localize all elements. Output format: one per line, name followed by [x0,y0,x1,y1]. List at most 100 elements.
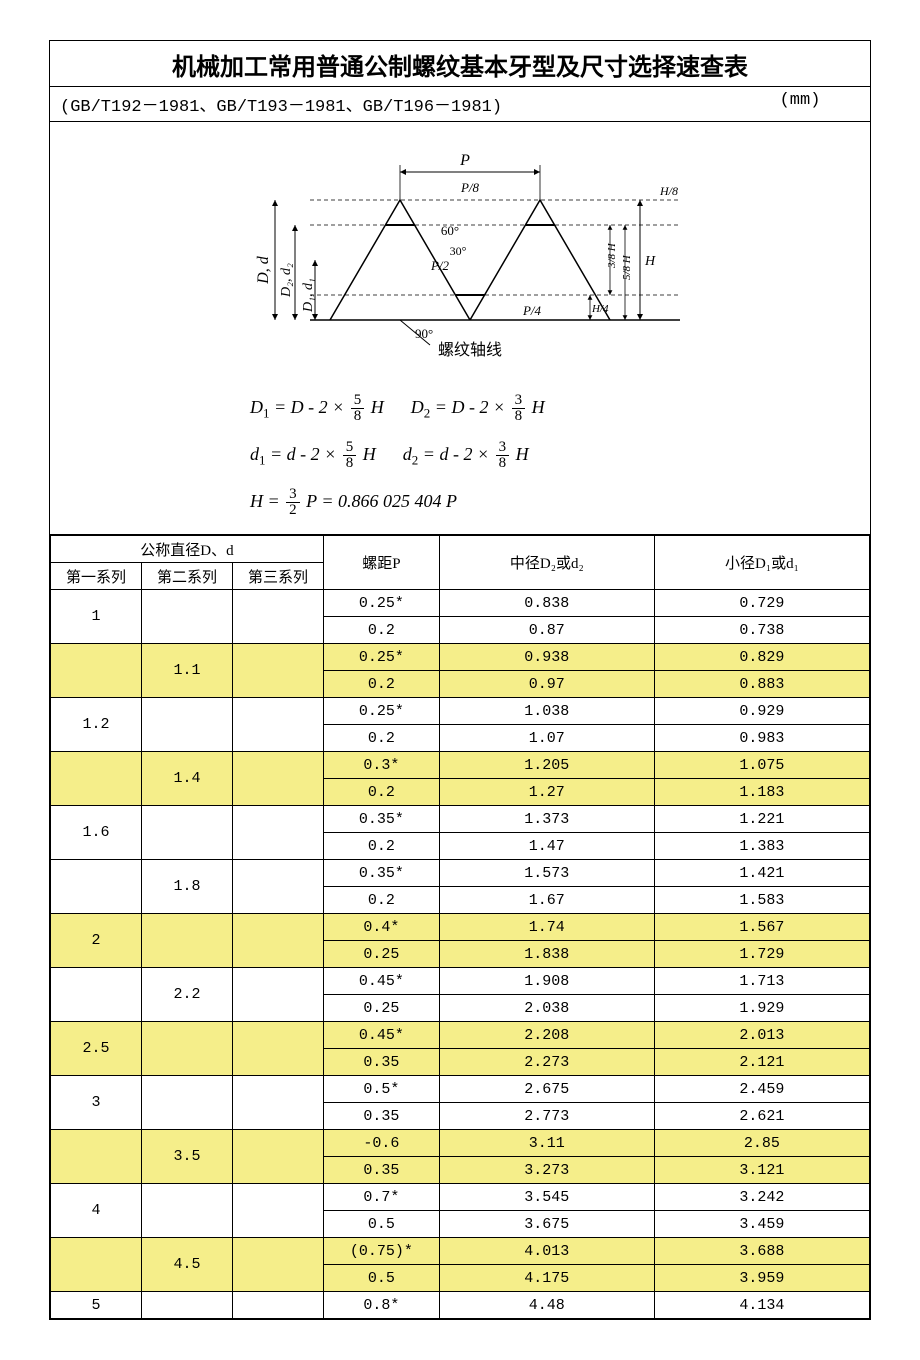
cell-s3 [232,968,323,1022]
cell-mid: 1.67 [439,887,654,914]
cell-s1 [51,1238,142,1292]
cell-mid: 0.938 [439,644,654,671]
cell-s2: 1.1 [141,644,232,698]
cell-pitch: 0.5 [323,1265,439,1292]
svg-text:D, d: D, d [255,255,272,285]
table-body: 10.25*0.8380.7290.20.870.7381.10.25*0.93… [51,590,870,1319]
svg-text:H/4: H/4 [591,303,609,315]
table-row: 2.50.45*2.2082.013 [51,1022,870,1049]
table-row: 4.5(0.75)*4.0133.688 [51,1238,870,1265]
cell-s2 [141,1292,232,1319]
cell-s2 [141,806,232,860]
col-nominal: 公称直径D、d [51,536,324,563]
cell-pitch: 0.7* [323,1184,439,1211]
cell-minor: 2.621 [654,1103,869,1130]
cell-s2: 1.4 [141,752,232,806]
svg-text:60°: 60° [441,223,459,238]
cell-pitch: 0.35* [323,806,439,833]
cell-s1 [51,1130,142,1184]
cell-minor: 1.075 [654,752,869,779]
table-row: 30.5*2.6752.459 [51,1076,870,1103]
cell-s2: 3.5 [141,1130,232,1184]
cell-mid: 1.573 [439,860,654,887]
diagram-area: P P/8 P/2 P/4 60° 30° 90° D, d D₂, d₂ D₁… [50,122,870,535]
cell-minor: 3.959 [654,1265,869,1292]
cell-minor: 0.829 [654,644,869,671]
cell-mid: 2.208 [439,1022,654,1049]
cell-s3 [232,806,323,860]
cell-mid: 4.175 [439,1265,654,1292]
cell-minor: 0.983 [654,725,869,752]
document-page: 机械加工常用普通公制螺纹基本牙型及尺寸选择速查表 (GB/T192－1981、G… [49,40,871,1320]
formula-d1s: d1 = d - 2 × 58 H d2 = d - 2 × 38 H [250,444,529,464]
cell-mid: 2.675 [439,1076,654,1103]
cell-pitch: 0.5 [323,1211,439,1238]
cell-minor: 0.738 [654,617,869,644]
cell-minor: 2.121 [654,1049,869,1076]
cell-minor: 1.929 [654,995,869,1022]
cell-s3 [232,1184,323,1238]
col-s1: 第一系列 [51,563,142,590]
title-bar: 机械加工常用普通公制螺纹基本牙型及尺寸选择速查表 (GB/T192－1981、G… [50,41,870,122]
unit-text: (mm) [740,91,860,117]
cell-s2: 1.8 [141,860,232,914]
table-row: 1.80.35*1.5731.421 [51,860,870,887]
cell-pitch: 0.3* [323,752,439,779]
cell-minor: 4.134 [654,1292,869,1319]
svg-text:90°: 90° [415,326,433,341]
cell-s3 [232,1238,323,1292]
table-row: 1.40.3*1.2051.075 [51,752,870,779]
cell-pitch: 0.25* [323,644,439,671]
cell-mid: 1.205 [439,752,654,779]
cell-minor: 1.729 [654,941,869,968]
cell-s3 [232,590,323,644]
cell-pitch: 0.35 [323,1049,439,1076]
cell-minor: 1.221 [654,806,869,833]
cell-s2 [141,914,232,968]
thread-dimensions-table: 公称直径D、d 螺距P 中径D₂或d₂ 小径D₁或d₁ 第一系列 第二系列 第三… [50,535,870,1319]
cell-s2 [141,590,232,644]
cell-minor: 1.383 [654,833,869,860]
cell-pitch: (0.75)* [323,1238,439,1265]
table-row: 50.8*4.484.134 [51,1292,870,1319]
cell-s3 [232,860,323,914]
table-row: 1.60.35*1.3731.221 [51,806,870,833]
cell-pitch: 0.2 [323,671,439,698]
cell-s3 [232,752,323,806]
cell-s3 [232,644,323,698]
cell-minor: 3.121 [654,1157,869,1184]
cell-pitch: 0.8* [323,1292,439,1319]
cell-pitch: 0.4* [323,914,439,941]
cell-pitch: 0.35* [323,860,439,887]
cell-minor: 3.459 [654,1211,869,1238]
cell-mid: 1.908 [439,968,654,995]
svg-text:H: H [644,254,656,269]
cell-mid: 0.97 [439,671,654,698]
cell-s3 [232,1076,323,1130]
cell-pitch: 0.2 [323,833,439,860]
cell-s1 [51,752,142,806]
cell-mid: 1.038 [439,698,654,725]
cell-pitch: 0.2 [323,725,439,752]
table-row: 20.4*1.741.567 [51,914,870,941]
cell-s1 [51,644,142,698]
cell-mid: 3.11 [439,1130,654,1157]
cell-s2: 2.2 [141,968,232,1022]
svg-text:P/4: P/4 [522,303,542,318]
cell-mid: 1.838 [439,941,654,968]
cell-s1 [51,860,142,914]
table-row: 3.5-0.63.112.85 [51,1130,870,1157]
cell-pitch: 0.5* [323,1076,439,1103]
svg-text:P/2: P/2 [430,258,450,273]
svg-text:D₁, d₁: D₁, d₁ [301,278,316,313]
cell-s1 [51,968,142,1022]
cell-s1: 1.6 [51,806,142,860]
cell-pitch: 0.45* [323,968,439,995]
thread-profile-diagram: P P/8 P/2 P/4 60° 30° 90° D, d D₂, d₂ D₁… [220,140,700,370]
formula-d1: D1 = D - 2 × 58 H D2 = D - 2 × 38 H [250,397,545,417]
cell-s1: 1 [51,590,142,644]
svg-text:P/8: P/8 [460,180,480,195]
formula-block: D1 = D - 2 × 58 H D2 = D - 2 × 38 H d1 =… [250,384,670,524]
cell-pitch: 0.25 [323,995,439,1022]
cell-mid: 1.27 [439,779,654,806]
